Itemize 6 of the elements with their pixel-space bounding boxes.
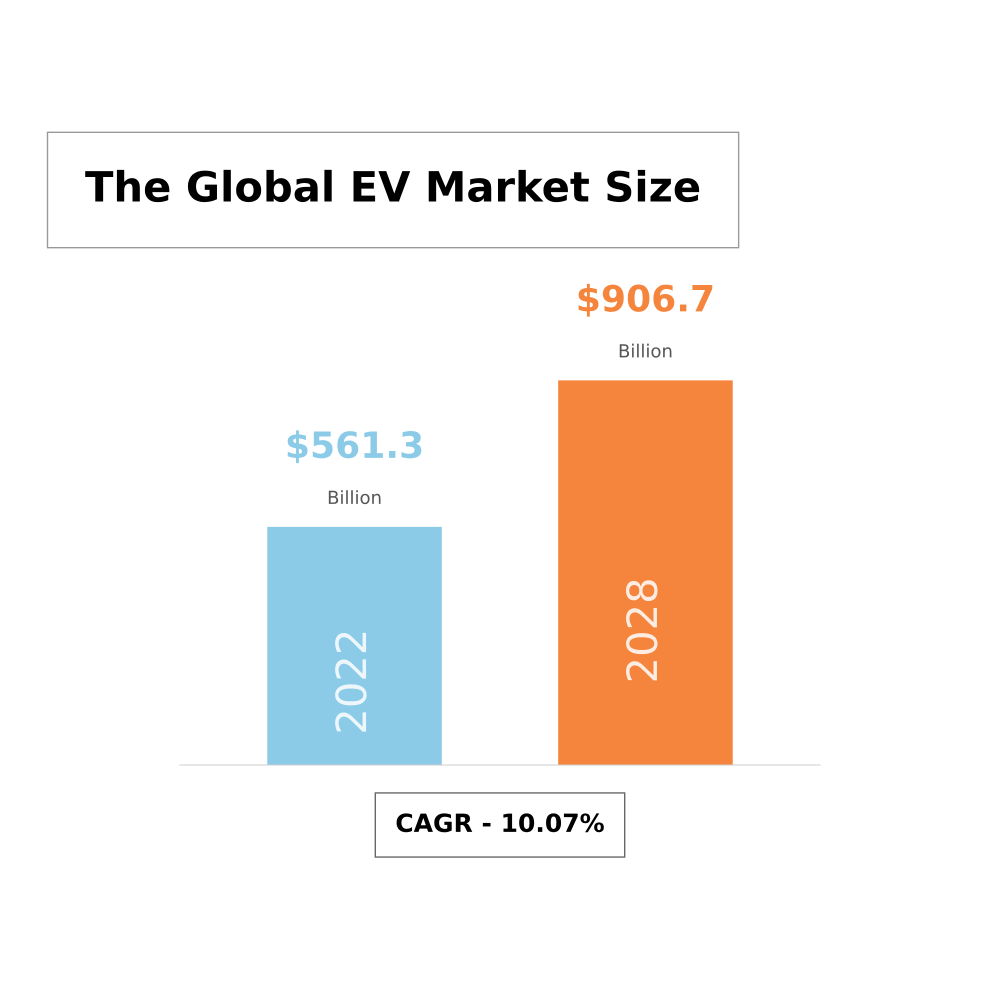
data-label: $906.7 Billion (578, 284, 712, 358)
x-tick-label: 2022 (335, 632, 367, 732)
x-tick-label: 2028 (626, 580, 658, 680)
data-label: $561.3 Billion (288, 430, 422, 504)
text: CAGR - 10.07% (396, 813, 604, 832)
chart-title: The Global EV Market Size (85, 170, 700, 202)
